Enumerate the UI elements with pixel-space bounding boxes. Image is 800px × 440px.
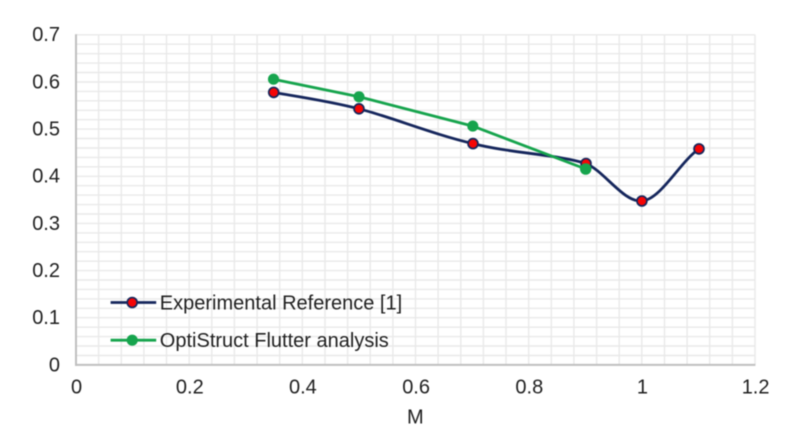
svg-text:M: M [407, 407, 424, 429]
svg-text:0.7: 0.7 [32, 24, 60, 46]
svg-text:0.4: 0.4 [32, 166, 60, 188]
svg-text:OptiStruct Flutter analysis: OptiStruct Flutter analysis [160, 330, 389, 352]
svg-text:0: 0 [71, 377, 82, 399]
svg-text:0: 0 [49, 354, 60, 376]
svg-text:1: 1 [637, 377, 648, 399]
svg-text:0.1: 0.1 [32, 307, 60, 329]
svg-text:1.2: 1.2 [742, 377, 770, 399]
svg-text:0.4: 0.4 [289, 377, 317, 399]
svg-text:0.8: 0.8 [515, 377, 543, 399]
svg-text:0.5: 0.5 [32, 119, 60, 141]
svg-text:0.2: 0.2 [176, 377, 204, 399]
svg-text:0.6: 0.6 [402, 377, 430, 399]
svg-text:Experimental Reference [1]: Experimental Reference [1] [160, 292, 402, 314]
svg-text:0.3: 0.3 [32, 213, 60, 235]
svg-text:0.6: 0.6 [32, 71, 60, 93]
svg-text:0.2: 0.2 [32, 260, 60, 282]
